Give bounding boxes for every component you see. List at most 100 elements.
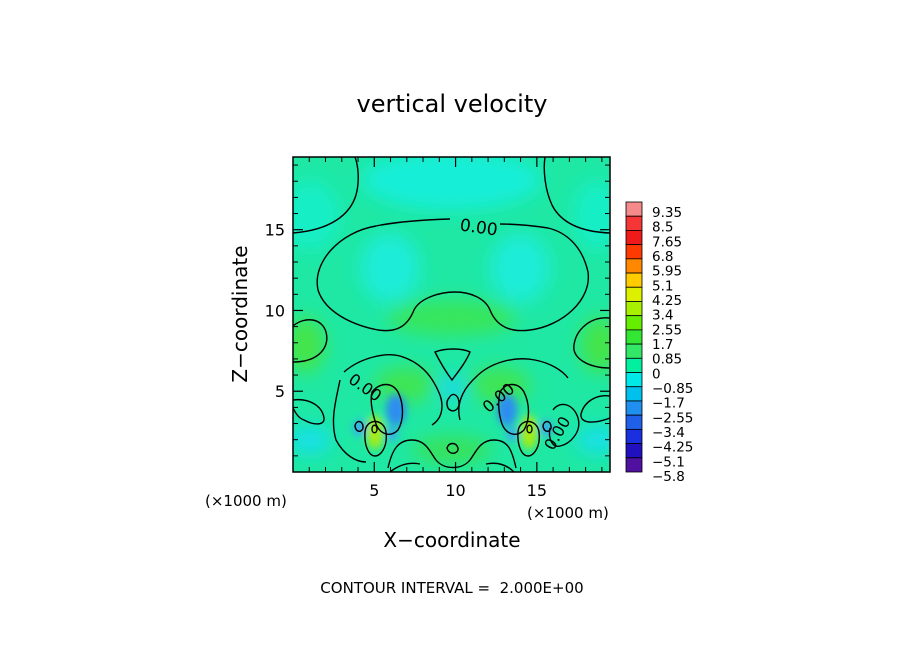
field-blob: [490, 233, 550, 303]
field-blob: [573, 180, 610, 250]
x-tick-label: 15: [527, 481, 547, 500]
colorbar-swatch: [625, 386, 643, 402]
contour-line: [548, 403, 580, 447]
colorbar-swatch: [625, 315, 643, 331]
x-tick-label: 10: [445, 481, 465, 500]
colorbar-swatch: [625, 400, 643, 416]
major-ticks: [293, 157, 610, 472]
colorbar: [625, 201, 643, 473]
contour-line: [542, 420, 552, 432]
contour-lines: [293, 157, 610, 472]
axes-frame: [292, 156, 611, 473]
field-blob: [580, 317, 610, 373]
contour-line: [580, 395, 610, 423]
plot-area: 0.00 0.00 0.00 0.00: [293, 157, 610, 472]
colorbar-swatch: [625, 272, 643, 288]
colorbar-label: 8.5: [652, 220, 673, 236]
colorbar-label: 0: [652, 366, 661, 382]
colorbar-swatch: [625, 230, 643, 246]
colorbar-swatch: [625, 372, 643, 388]
contour-line: [517, 420, 541, 457]
field-blob: [387, 300, 517, 336]
colorbar-label: 0.85: [652, 352, 682, 368]
colorbar-label: −4.25: [652, 440, 693, 456]
colorbar-swatch: [625, 286, 643, 302]
colorbar-swatch: [625, 343, 643, 359]
field-blob: [375, 367, 435, 403]
contour-interval-text: CONTOUR INTERVAL = 2.000E+00: [320, 579, 583, 597]
field-blob: [293, 426, 332, 454]
colorbar-label: −3.4: [652, 425, 685, 441]
contour-line: [458, 358, 569, 421]
colorbar-label: 3.4: [652, 308, 673, 324]
contour-line: [354, 420, 364, 432]
contour-line: [364, 420, 388, 457]
colorbar-swatch: [625, 443, 643, 459]
contour-line: [293, 398, 325, 425]
contour-line: [343, 354, 443, 426]
contour-line: [543, 157, 610, 234]
colorbar-label: 4.25: [652, 293, 682, 309]
colorbar-label: 7.65: [652, 234, 682, 250]
contour-line: [446, 442, 459, 454]
contour-line: [573, 317, 610, 369]
contour-line: [526, 424, 533, 434]
field-blob: [576, 426, 610, 454]
colorbar-swatch: [625, 428, 643, 444]
x-unit-label: (×1000 m): [527, 504, 609, 522]
colorbar-label: 5.95: [652, 264, 682, 280]
field-blob: [293, 317, 325, 373]
contour-line: [387, 439, 517, 469]
colorbar-label: 9.35: [652, 205, 682, 221]
y-tick-label: 15: [265, 221, 285, 240]
colorbar-labels: 9.358.57.656.85.955.14.253.42.551.70.850…: [652, 205, 693, 485]
chart-title: vertical velocity: [357, 90, 548, 118]
colorbar-swatch: [625, 329, 643, 345]
contour-line: [434, 348, 471, 382]
field-core: [497, 394, 517, 426]
field-blob: [412, 436, 492, 464]
colorbar-label: 6.8: [652, 249, 673, 265]
contour-line: [446, 393, 460, 412]
contour-line: [485, 462, 515, 472]
field-blob: [362, 157, 542, 210]
colorbar-label: −5.8: [652, 469, 685, 485]
colorbar-label: −1.7: [652, 396, 685, 412]
y-tick-label: 5: [275, 382, 285, 401]
contour-line: [293, 157, 359, 234]
field-blob: [470, 367, 530, 403]
contour-line: [293, 319, 328, 363]
field-blob: [293, 180, 340, 250]
y-unit-label: (×1000 m): [205, 492, 287, 510]
contour-line: [497, 383, 530, 435]
contour-line: [332, 379, 367, 463]
contour-line: [389, 462, 421, 472]
colorbar-swatch: [625, 215, 643, 231]
colorbar-swatch: [625, 201, 643, 217]
x-axis-label: X−coordinate: [383, 528, 520, 552]
field-blob: [360, 233, 420, 303]
field-blob: [438, 376, 466, 400]
contour-line: [499, 223, 549, 229]
field-core: [353, 420, 367, 436]
colorbar-swatch: [625, 258, 643, 274]
y-axis-label: Z−coordinate: [228, 245, 252, 382]
x-tick-labels: 5 10 15: [369, 481, 547, 500]
colorbar-label: −5.1: [652, 454, 685, 470]
y-tick-labels: 5 10 15: [265, 221, 285, 402]
contour-line: [371, 424, 378, 434]
contour-line: [316, 225, 589, 332]
colorbar-swatch: [625, 357, 643, 373]
colorbar-label: 2.55: [652, 322, 682, 338]
colorbar-label: 5.1: [652, 278, 673, 294]
colorbar-swatch: [625, 457, 643, 473]
colorbar-label: −2.55: [652, 410, 693, 426]
x-tick-label: 5: [369, 481, 379, 500]
contour-line: [375, 218, 451, 227]
y-tick-label: 10: [265, 301, 285, 320]
minor-ticks: [293, 157, 610, 472]
colorbar-label: −0.85: [652, 381, 693, 397]
colorbar-swatch: [625, 244, 643, 260]
colorbar-label: 1.7: [652, 337, 673, 353]
